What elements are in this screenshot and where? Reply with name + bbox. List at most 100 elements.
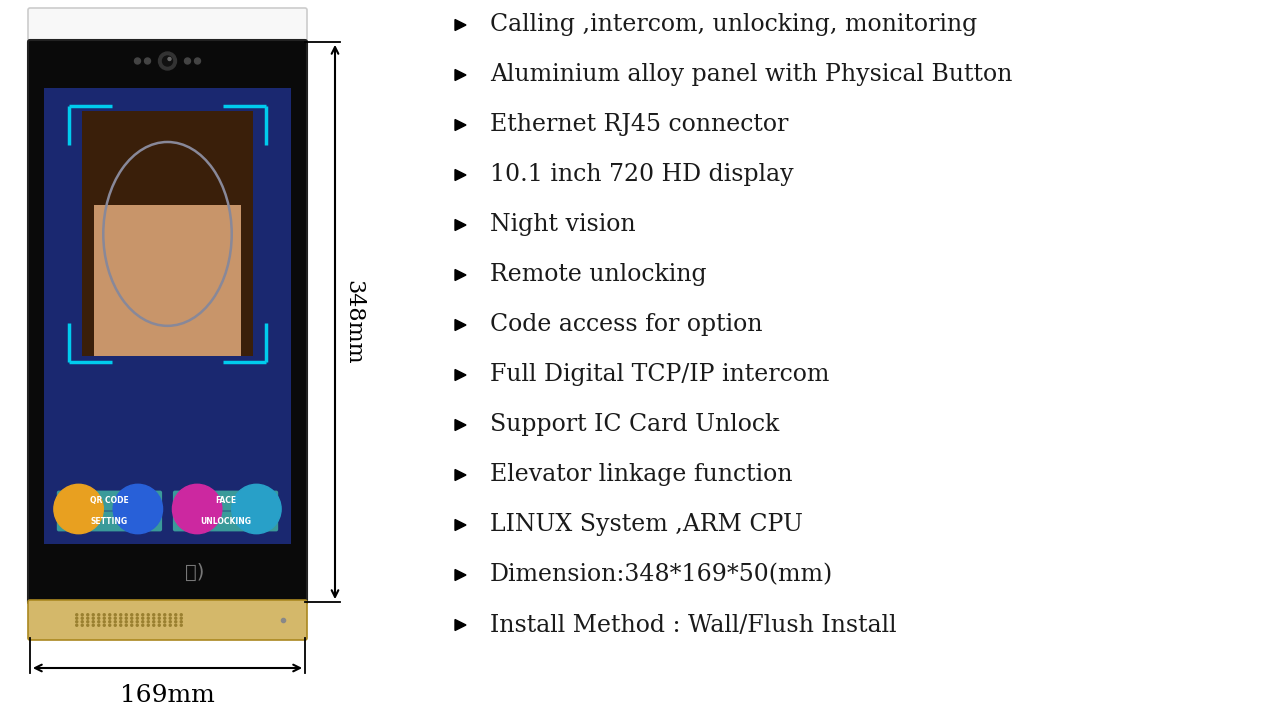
Circle shape [147,621,150,623]
Text: 169mm: 169mm [120,684,215,707]
Circle shape [125,624,127,626]
FancyBboxPatch shape [28,600,307,640]
Circle shape [152,624,155,626]
Circle shape [175,624,177,626]
Polygon shape [454,169,466,181]
Polygon shape [454,420,466,431]
Circle shape [97,617,100,619]
Circle shape [109,613,111,616]
Circle shape [125,613,127,616]
Circle shape [97,613,100,616]
Circle shape [92,621,95,623]
Circle shape [164,621,165,623]
FancyBboxPatch shape [82,158,93,356]
Circle shape [109,617,111,619]
FancyBboxPatch shape [242,158,253,356]
Circle shape [164,624,165,626]
Circle shape [169,613,172,616]
Circle shape [180,624,182,626]
FancyBboxPatch shape [44,88,291,544]
Circle shape [136,617,138,619]
Circle shape [92,613,95,616]
Circle shape [164,613,165,616]
Circle shape [164,617,165,619]
Polygon shape [454,120,466,130]
Text: Ethernet RJ45 connector: Ethernet RJ45 connector [490,114,788,137]
Circle shape [81,624,83,626]
Circle shape [168,58,172,60]
Circle shape [147,624,150,626]
Text: Calling ,intercom, unlocking, monitoring: Calling ,intercom, unlocking, monitoring [490,14,977,37]
Circle shape [131,621,133,623]
FancyBboxPatch shape [173,511,278,531]
Text: Aluminium alloy panel with Physical Button: Aluminium alloy panel with Physical Butt… [490,63,1012,86]
Circle shape [113,485,163,534]
FancyBboxPatch shape [28,40,307,604]
Text: SETTING: SETTING [91,517,128,526]
Circle shape [54,485,104,534]
Circle shape [152,621,155,623]
Circle shape [76,621,78,623]
Circle shape [180,613,182,616]
Circle shape [87,621,88,623]
Circle shape [109,621,111,623]
Circle shape [169,617,172,619]
Text: ⦾): ⦾) [186,562,205,582]
Circle shape [159,617,160,619]
Text: 348mm: 348mm [342,279,364,364]
Circle shape [109,624,111,626]
Text: LINUX System ,ARM CPU: LINUX System ,ARM CPU [490,513,803,536]
Text: QR CODE: QR CODE [90,496,129,505]
Circle shape [147,613,150,616]
Circle shape [120,624,122,626]
Circle shape [125,621,127,623]
Circle shape [76,624,78,626]
Circle shape [87,613,88,616]
Circle shape [134,58,141,64]
Circle shape [120,617,122,619]
Text: Night vision: Night vision [490,214,636,236]
Text: Code access for option: Code access for option [490,313,763,336]
Circle shape [232,485,282,534]
FancyBboxPatch shape [28,8,307,44]
Circle shape [92,624,95,626]
Polygon shape [454,19,466,30]
Circle shape [142,617,143,619]
Polygon shape [454,520,466,531]
Circle shape [131,624,133,626]
Circle shape [180,621,182,623]
Circle shape [87,624,88,626]
Circle shape [104,624,105,626]
Circle shape [147,617,150,619]
Circle shape [142,621,143,623]
Circle shape [81,613,83,616]
Circle shape [136,613,138,616]
Circle shape [97,621,100,623]
Circle shape [136,621,138,623]
Circle shape [152,613,155,616]
Circle shape [169,624,172,626]
Circle shape [159,52,177,70]
Circle shape [175,621,177,623]
Circle shape [104,617,105,619]
Circle shape [142,624,143,626]
Circle shape [97,624,100,626]
FancyBboxPatch shape [173,490,278,510]
Text: Remote unlocking: Remote unlocking [490,264,707,287]
Circle shape [159,621,160,623]
Circle shape [136,624,138,626]
Circle shape [114,624,116,626]
Text: Full Digital TCP/IP intercom: Full Digital TCP/IP intercom [490,364,829,387]
Circle shape [163,56,173,66]
Text: UNLOCKING: UNLOCKING [200,517,251,526]
Circle shape [152,617,155,619]
Circle shape [175,617,177,619]
Circle shape [169,621,172,623]
Circle shape [184,58,191,64]
Text: Support IC Card Unlock: Support IC Card Unlock [490,413,780,436]
Text: 10.1 inch 720 HD display: 10.1 inch 720 HD display [490,163,794,186]
Circle shape [92,617,95,619]
Circle shape [114,621,116,623]
Circle shape [76,617,78,619]
Text: Dimension:348*169*50(mm): Dimension:348*169*50(mm) [490,564,833,587]
